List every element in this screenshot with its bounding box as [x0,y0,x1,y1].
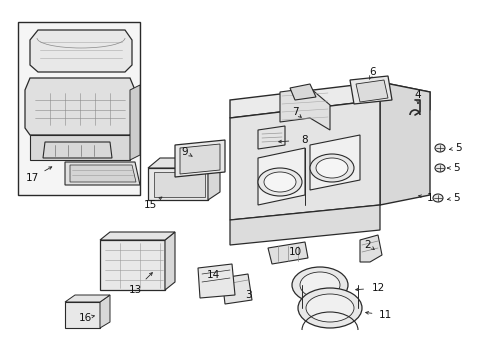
Ellipse shape [264,172,295,192]
Polygon shape [359,235,381,262]
Ellipse shape [434,164,444,172]
Polygon shape [148,158,220,168]
Polygon shape [180,144,220,174]
Text: 6: 6 [369,67,376,77]
Polygon shape [65,302,100,328]
Polygon shape [379,82,429,205]
Polygon shape [70,165,136,182]
Text: 7: 7 [291,107,298,117]
Ellipse shape [315,158,347,178]
Text: 9: 9 [182,147,188,157]
Ellipse shape [258,168,302,196]
Text: 1: 1 [426,193,432,203]
Ellipse shape [297,288,361,328]
Ellipse shape [309,154,353,182]
Polygon shape [154,172,204,197]
Polygon shape [222,274,251,304]
Polygon shape [349,76,391,104]
Ellipse shape [299,272,339,298]
Text: 5: 5 [452,193,458,203]
Text: 13: 13 [128,285,142,295]
Polygon shape [100,295,110,328]
Text: 5: 5 [454,143,460,153]
Polygon shape [25,78,135,135]
Text: 5: 5 [452,163,458,173]
Ellipse shape [432,194,442,202]
Polygon shape [18,22,140,195]
Ellipse shape [434,144,444,152]
Text: 2: 2 [364,240,370,250]
Text: 16: 16 [78,313,91,323]
Text: 8: 8 [301,135,307,145]
Polygon shape [130,85,140,160]
Polygon shape [229,82,429,118]
Ellipse shape [291,267,347,303]
Text: 12: 12 [370,283,384,293]
Polygon shape [229,205,379,245]
Polygon shape [175,140,224,177]
Text: 3: 3 [244,290,251,300]
Polygon shape [148,168,207,200]
Polygon shape [100,240,164,290]
Polygon shape [30,135,130,160]
Polygon shape [258,148,305,205]
Polygon shape [258,126,285,149]
Polygon shape [280,88,329,130]
Polygon shape [65,295,110,302]
Text: 17: 17 [25,173,39,183]
Polygon shape [30,30,132,72]
Polygon shape [229,100,379,220]
Text: 4: 4 [414,90,421,100]
Polygon shape [198,264,235,298]
Polygon shape [164,232,175,290]
Ellipse shape [305,294,353,322]
Polygon shape [65,162,140,185]
Text: 15: 15 [143,200,156,210]
Polygon shape [100,232,175,240]
Polygon shape [309,135,359,190]
Polygon shape [43,142,112,158]
Polygon shape [207,158,220,200]
Polygon shape [267,242,307,264]
Polygon shape [289,84,315,100]
Polygon shape [355,80,387,102]
Text: 11: 11 [378,310,391,320]
Text: 14: 14 [206,270,219,280]
Text: 10: 10 [288,247,301,257]
